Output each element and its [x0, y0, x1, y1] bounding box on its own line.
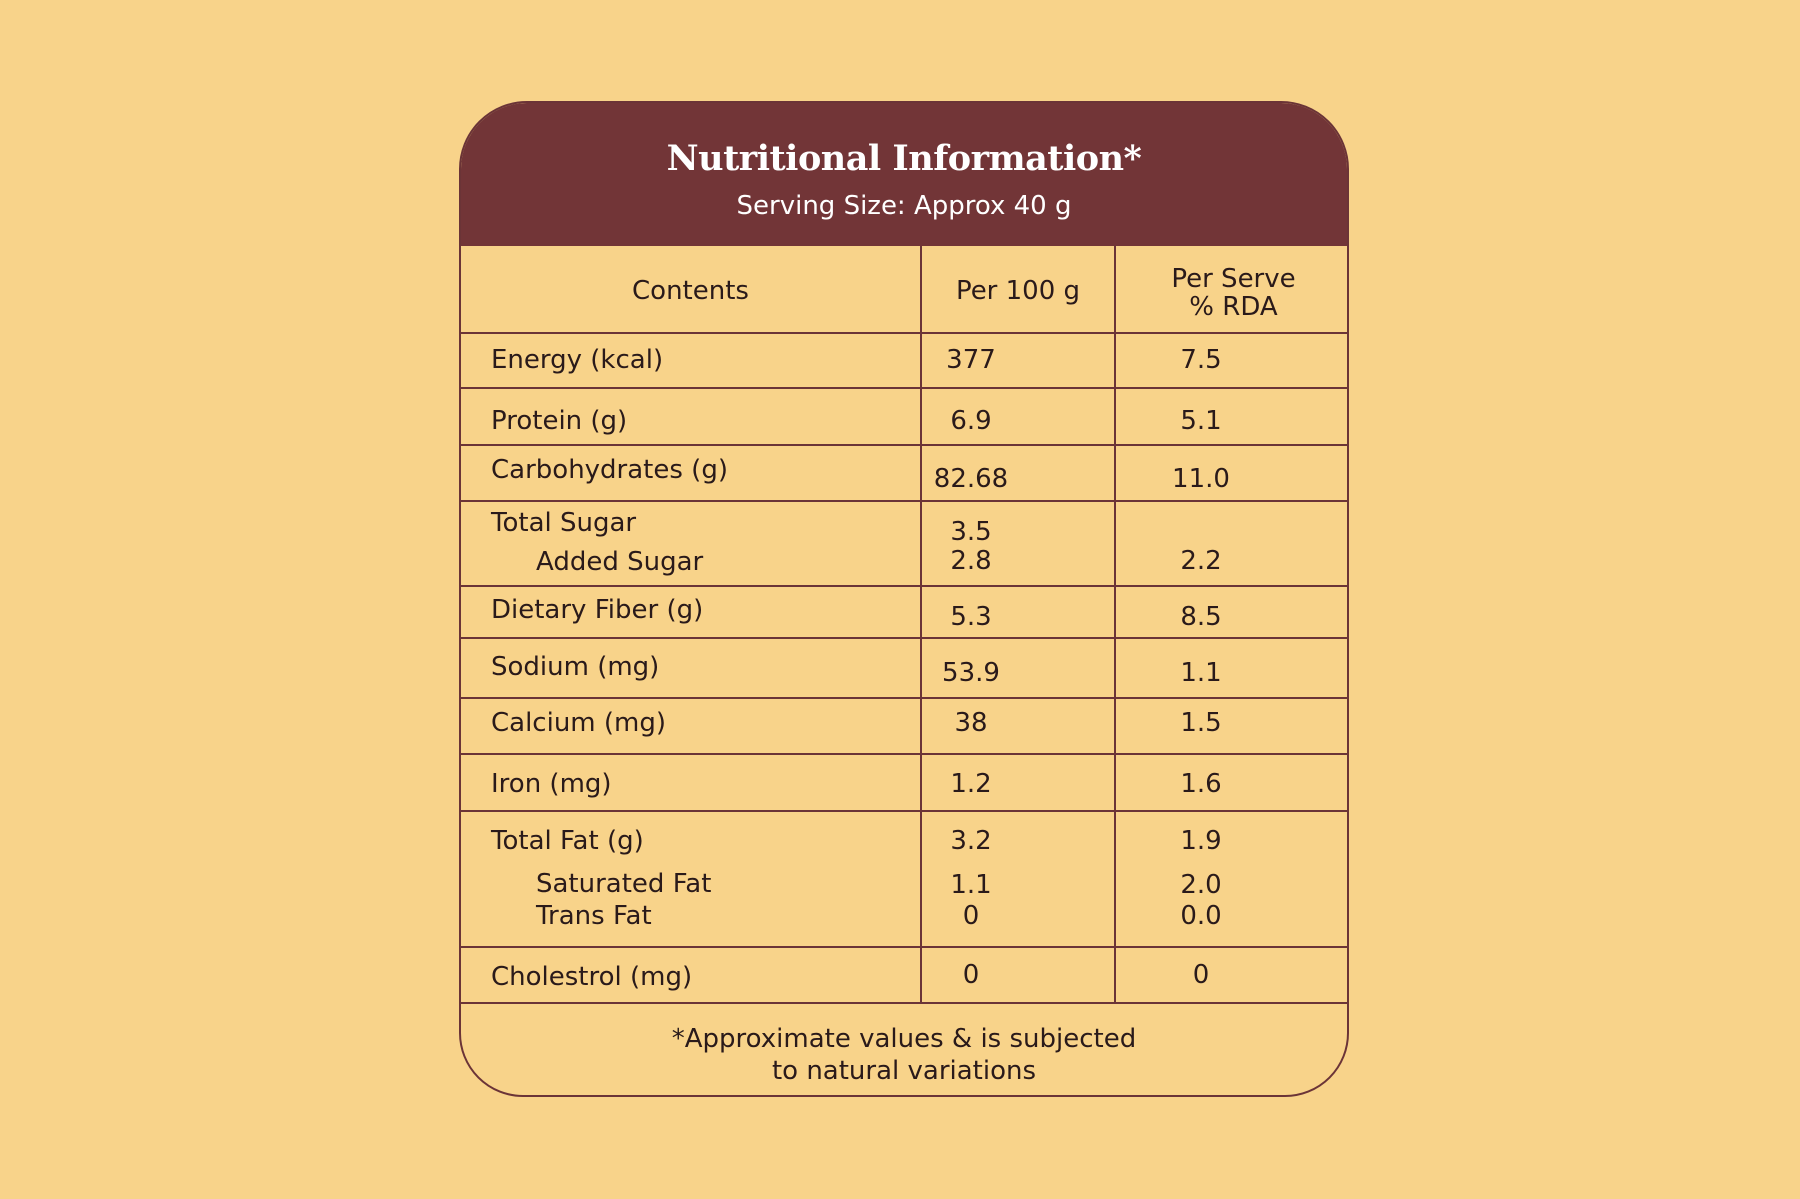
- row-cholestrol-rda: 0: [1192, 960, 1210, 990]
- row-divider: [461, 1002, 1347, 1004]
- row-carbs-label: Carbohydrates (g): [491, 455, 728, 485]
- footnote-line2: to natural variations: [771, 1056, 1037, 1086]
- row-energy-label: Energy (kcal): [491, 345, 664, 375]
- row-calcium-per100: 38: [954, 708, 988, 738]
- row-added-sugar-label: Added Sugar: [536, 547, 704, 577]
- row-divider: [461, 332, 1347, 334]
- card-header: Nutritional Information* Serving Size: A…: [461, 103, 1347, 246]
- row-calcium-label: Calcium (mg): [491, 708, 667, 738]
- nutrition-card: Nutritional Information* Serving Size: A…: [459, 101, 1349, 1097]
- row-divider: [461, 585, 1347, 587]
- header-perserve: Per Serve: [1171, 264, 1296, 294]
- row-added-sugar-rda: 2.2: [1180, 546, 1222, 576]
- card-title: Nutritional Information*: [666, 138, 1142, 179]
- row-divider: [461, 753, 1347, 755]
- row-calcium-rda: 1.5: [1180, 708, 1222, 738]
- footnote: *Approximate values & is subjected to na…: [461, 1023, 1347, 1087]
- row-divider: [461, 387, 1347, 389]
- row-divider: [461, 697, 1347, 699]
- row-sodium-per100: 53.9: [942, 658, 1000, 688]
- row-total-sugar-label: Total Sugar: [491, 508, 637, 538]
- row-trans-fat-label: Trans Fat: [536, 901, 652, 931]
- column-divider: [920, 246, 922, 1003]
- row-divider: [461, 810, 1347, 812]
- row-sodium-rda: 1.1: [1180, 658, 1222, 688]
- row-divider: [461, 637, 1347, 639]
- row-cholestrol-per100: 0: [962, 960, 980, 990]
- row-total-fat-per100: 3.2: [950, 826, 992, 856]
- header-rda: % RDA: [1189, 292, 1278, 322]
- row-iron-rda: 1.6: [1180, 769, 1222, 799]
- row-fiber-rda: 8.5: [1180, 602, 1222, 632]
- row-carbs-rda: 11.0: [1172, 464, 1230, 494]
- row-energy-per100: 377: [946, 345, 996, 375]
- header-contents: Contents: [632, 276, 749, 306]
- row-total-sugar-per100: 3.5: [950, 517, 992, 547]
- row-added-sugar-per100: 2.8: [950, 546, 992, 576]
- row-divider: [461, 444, 1347, 446]
- serving-size: Serving Size: Approx 40 g: [736, 191, 1072, 221]
- row-sat-fat-rda: 2.0: [1180, 870, 1222, 900]
- row-sat-fat-label: Saturated Fat: [536, 869, 712, 899]
- header-per100: Per 100 g: [955, 276, 1081, 306]
- row-trans-fat-rda: 0.0: [1180, 901, 1222, 931]
- row-carbs-per100: 82.68: [933, 464, 1009, 494]
- row-iron-per100: 1.2: [950, 769, 992, 799]
- row-fiber-label: Dietary Fiber (g): [491, 595, 704, 625]
- row-trans-fat-per100: 0: [962, 901, 980, 931]
- row-sodium-label: Sodium (mg): [491, 652, 660, 682]
- row-protein-per100: 6.9: [950, 406, 992, 436]
- row-protein-label: Protein (g): [491, 406, 628, 436]
- row-energy-rda: 7.5: [1180, 345, 1222, 375]
- row-fiber-per100: 5.3: [950, 602, 992, 632]
- row-sat-fat-per100: 1.1: [950, 870, 992, 900]
- row-divider: [461, 946, 1347, 948]
- column-divider: [1114, 246, 1116, 1003]
- row-divider: [461, 500, 1347, 502]
- row-total-fat-label: Total Fat (g): [491, 826, 644, 856]
- row-iron-label: Iron (mg): [491, 769, 612, 799]
- footnote-line1: *Approximate values & is subjected: [671, 1024, 1137, 1054]
- row-cholestrol-label: Cholestrol (mg): [491, 962, 693, 992]
- row-total-fat-rda: 1.9: [1180, 826, 1222, 856]
- row-protein-rda: 5.1: [1180, 406, 1222, 436]
